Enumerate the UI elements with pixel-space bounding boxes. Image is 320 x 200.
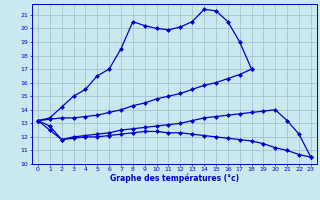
X-axis label: Graphe des températures (°c): Graphe des températures (°c) [110,174,239,183]
